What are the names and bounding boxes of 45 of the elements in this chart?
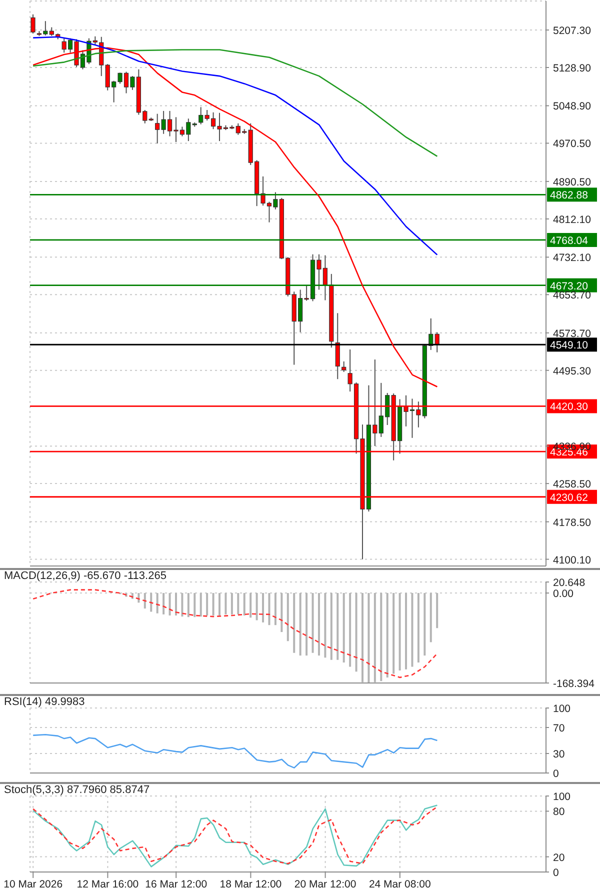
x-tick-label: 24 Mar 08:00: [368, 878, 431, 890]
y-tick-label: 30: [553, 748, 565, 760]
candlestick: [335, 312, 340, 380]
y-tick-label: 0.00: [553, 588, 574, 600]
y-tick-label: 70: [553, 722, 565, 734]
ref-line-label: 4230.62: [550, 492, 588, 504]
y-tick-label: 5048.90: [553, 100, 592, 113]
y-tick-label: 5207.30: [553, 25, 592, 38]
y-tick-label: 100: [553, 791, 571, 803]
candlestick: [342, 360, 346, 372]
y-tick-label: 80: [553, 806, 565, 818]
x-tick-label: 18 Mar 12:00: [220, 878, 282, 890]
y-tick-label: 20: [553, 852, 565, 864]
y-tick-label: 4495.30: [553, 365, 592, 378]
candlestick: [30, 14, 36, 34]
y-tick-label: 4890.50: [553, 176, 592, 188]
x-tick-label: 10 Mar 2026: [4, 878, 63, 890]
y-tick-label: 4100.10: [553, 554, 592, 566]
chart-title: Stoch(5,3,3) 87.7960 85.8747: [4, 784, 150, 796]
x-tick-label: 16 Mar 12:00: [145, 878, 208, 890]
y-tick-label: 0: [553, 768, 559, 780]
y-tick-label: 0: [553, 867, 559, 879]
y-tick-label: 4178.50: [553, 516, 592, 529]
y-tick-label: 4812.10: [553, 214, 592, 226]
ref-line-label: 4862.88: [550, 190, 588, 202]
y-tick-label: 100: [553, 703, 571, 715]
chart-title: RSI(14) 49.9983: [4, 696, 85, 708]
y-tick-label: 20.648: [553, 577, 586, 589]
line-series: [32, 734, 438, 768]
line-series: [32, 589, 438, 678]
ref-line-label: 4549.10: [550, 340, 588, 352]
line-series: [32, 49, 438, 157]
y-tick-label: -168.394: [553, 678, 595, 690]
y-tick-label: 4653.70: [553, 290, 592, 302]
x-tick-label: 20 Mar 12:00: [294, 878, 356, 890]
x-tick-label: 12 Mar 16:00: [76, 878, 139, 890]
y-tick-label: 5128.90: [553, 62, 592, 74]
y-tick-label: 4258.50: [553, 478, 592, 491]
ref-line-label: 4768.04: [550, 234, 588, 247]
ref-line-label: 4673.20: [550, 280, 588, 292]
y-tick-label: 4970.50: [553, 138, 592, 150]
ref-line-label: 4420.30: [550, 401, 588, 414]
y-tick-label: 4732.10: [553, 252, 592, 264]
chart-title: MACD(12,26,9) -65.670 -113.265: [4, 570, 166, 582]
y-tick-label: 4573.70: [553, 328, 592, 340]
